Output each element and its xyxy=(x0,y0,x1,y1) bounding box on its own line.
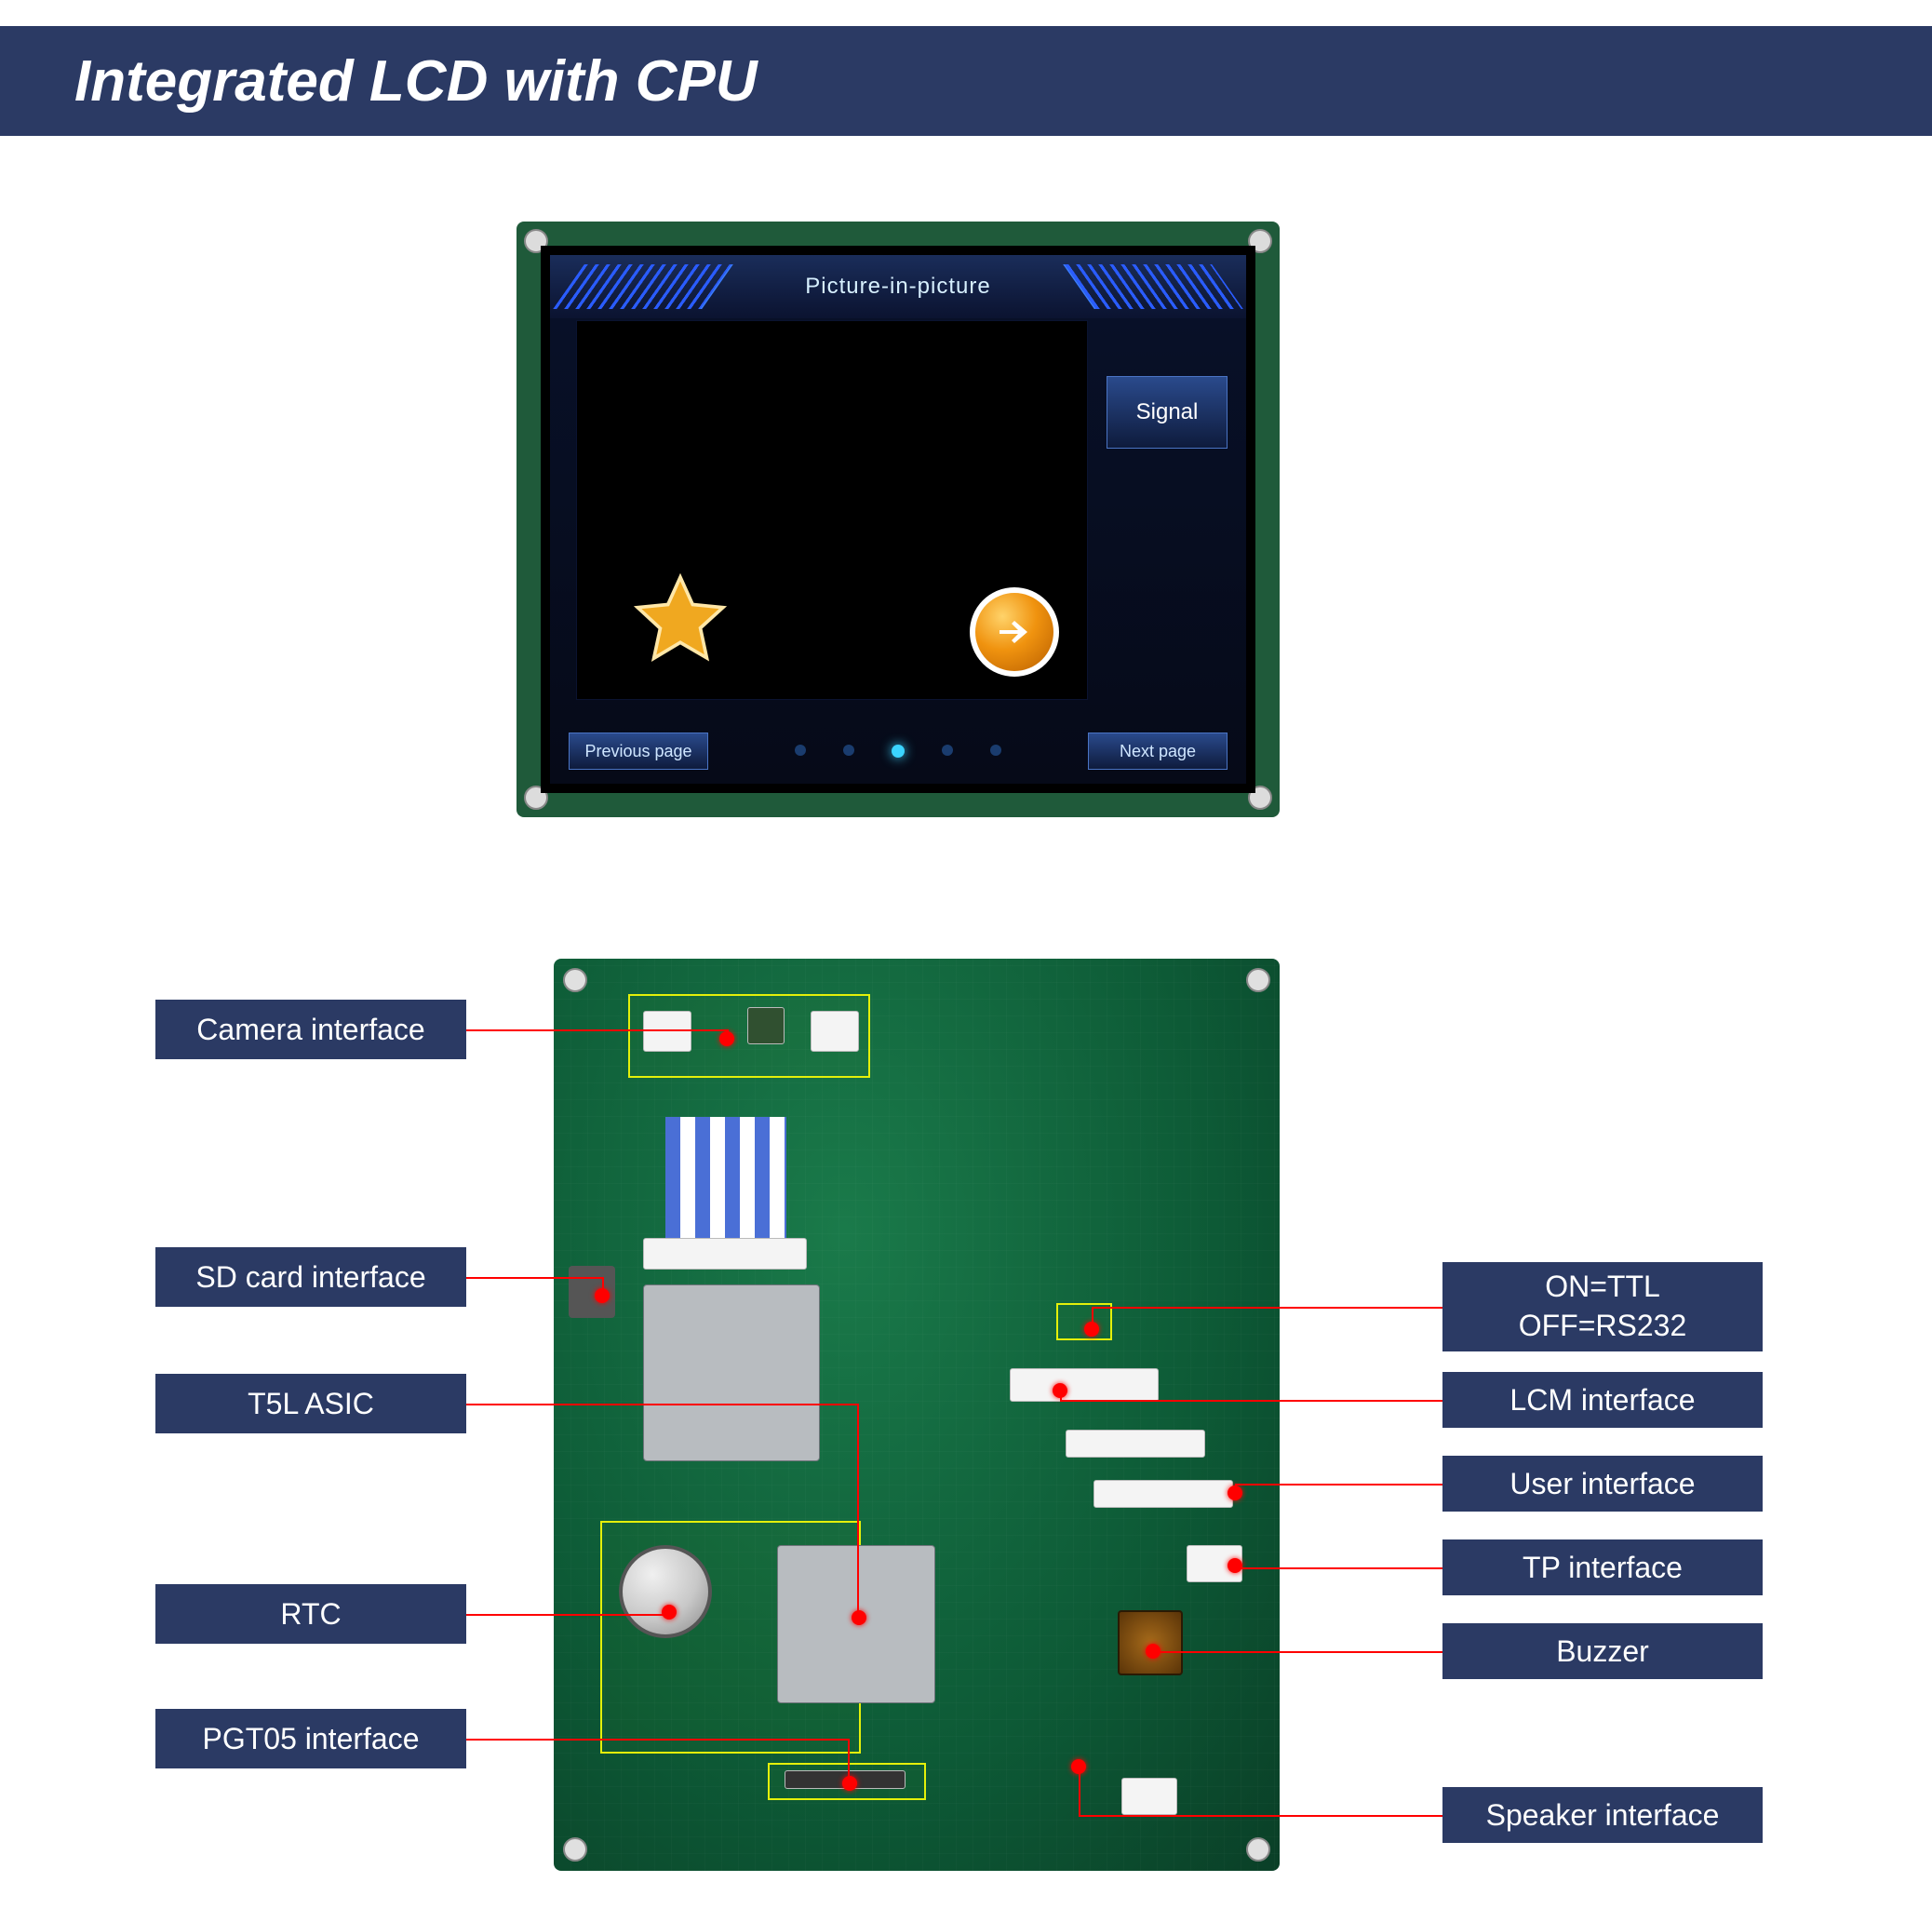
star-icon xyxy=(629,569,731,671)
label-tp-interface: TP interface xyxy=(1442,1539,1763,1595)
label-user-interface: User interface xyxy=(1442,1456,1763,1512)
label-speaker-interface: Speaker interface xyxy=(1442,1787,1763,1843)
label-camera-interface: Camera interface xyxy=(155,1000,466,1059)
label-t5l-asic: T5L ASIC xyxy=(155,1374,466,1433)
leader-line xyxy=(727,1029,729,1039)
connector-icon xyxy=(1121,1778,1177,1815)
leader-line xyxy=(1060,1391,1062,1400)
marker-dot-icon xyxy=(842,1776,857,1791)
marker-dot-icon xyxy=(662,1605,677,1620)
connector-icon xyxy=(811,1011,859,1052)
mount-hole-icon xyxy=(1246,1837,1270,1862)
leader-line xyxy=(1079,1815,1442,1817)
mount-hole-icon xyxy=(563,968,587,992)
page-dot-icon xyxy=(843,745,854,756)
highlight-box-ttl xyxy=(1056,1303,1112,1340)
lcd-content-area xyxy=(576,320,1088,700)
leader-line xyxy=(857,1404,859,1618)
label-buzzer: Buzzer xyxy=(1442,1623,1763,1679)
leader-line xyxy=(1153,1651,1442,1653)
label-lcm-interface: LCM interface xyxy=(1442,1372,1763,1428)
lcd-screen: Picture-in-picture Signal Previous page xyxy=(541,246,1255,793)
next-page-button: Next page xyxy=(1088,733,1228,770)
signal-button: Signal xyxy=(1107,376,1228,449)
pin-header-icon xyxy=(1093,1480,1233,1508)
chip-icon xyxy=(643,1284,820,1461)
pin-header-icon xyxy=(1066,1430,1205,1458)
mount-hole-icon xyxy=(1246,968,1270,992)
lcd-front-module: Picture-in-picture Signal Previous page xyxy=(517,222,1280,817)
leader-line xyxy=(466,1404,857,1405)
prev-page-button: Previous page xyxy=(569,733,708,770)
buzzer-icon xyxy=(1118,1610,1183,1675)
leader-line xyxy=(1235,1567,1442,1569)
leader-line xyxy=(602,1277,604,1296)
label-pgt05-interface: PGT05 interface xyxy=(155,1709,466,1768)
leader-line xyxy=(466,1029,727,1031)
lcd-topbar: Picture-in-picture xyxy=(550,255,1246,318)
leader-line xyxy=(1079,1767,1080,1815)
lcd-title: Picture-in-picture xyxy=(805,274,990,300)
lcd-bottombar: Previous page Next page xyxy=(550,719,1246,784)
rtc-battery-icon xyxy=(619,1545,712,1638)
leader-line xyxy=(1235,1484,1237,1493)
leader-line xyxy=(848,1739,850,1783)
page-dot-icon xyxy=(795,745,806,756)
leader-line xyxy=(1092,1307,1093,1329)
lcd-ui: Picture-in-picture Signal Previous page xyxy=(550,255,1246,784)
page-dots xyxy=(795,745,1001,758)
marker-dot-icon xyxy=(1228,1558,1242,1573)
label-rtc: RTC xyxy=(155,1584,466,1644)
page-dot-icon xyxy=(990,745,1001,756)
decor-stripes-icon xyxy=(1063,264,1243,309)
page-dot-active-icon xyxy=(892,745,905,758)
pcb-back-module xyxy=(554,959,1280,1871)
leader-line xyxy=(1060,1400,1442,1402)
leader-line xyxy=(466,1739,848,1741)
label-line: ON=TTL xyxy=(1545,1268,1660,1307)
label-ttl-rs232: ON=TTL OFF=RS232 xyxy=(1442,1262,1763,1351)
connector-icon xyxy=(643,1011,691,1052)
connector-icon xyxy=(747,1007,785,1044)
page-dot-icon xyxy=(942,745,953,756)
leader-line xyxy=(1235,1484,1442,1486)
arrow-right-icon xyxy=(970,587,1059,677)
ffc-connector-icon xyxy=(1010,1368,1159,1402)
label-sd-card-interface: SD card interface xyxy=(155,1247,466,1307)
leader-line xyxy=(466,1614,667,1616)
header-bar: Integrated LCD with CPU xyxy=(0,26,1932,136)
ribbon-cable-icon xyxy=(665,1117,786,1238)
leader-line xyxy=(1092,1307,1442,1309)
label-line: OFF=RS232 xyxy=(1519,1307,1687,1346)
marker-dot-icon xyxy=(852,1610,866,1625)
decor-stripes-icon xyxy=(553,264,733,309)
mount-hole-icon xyxy=(563,1837,587,1862)
leader-line xyxy=(466,1277,602,1279)
page-title: Integrated LCD with CPU xyxy=(74,48,758,114)
ffc-connector-icon xyxy=(643,1238,807,1270)
